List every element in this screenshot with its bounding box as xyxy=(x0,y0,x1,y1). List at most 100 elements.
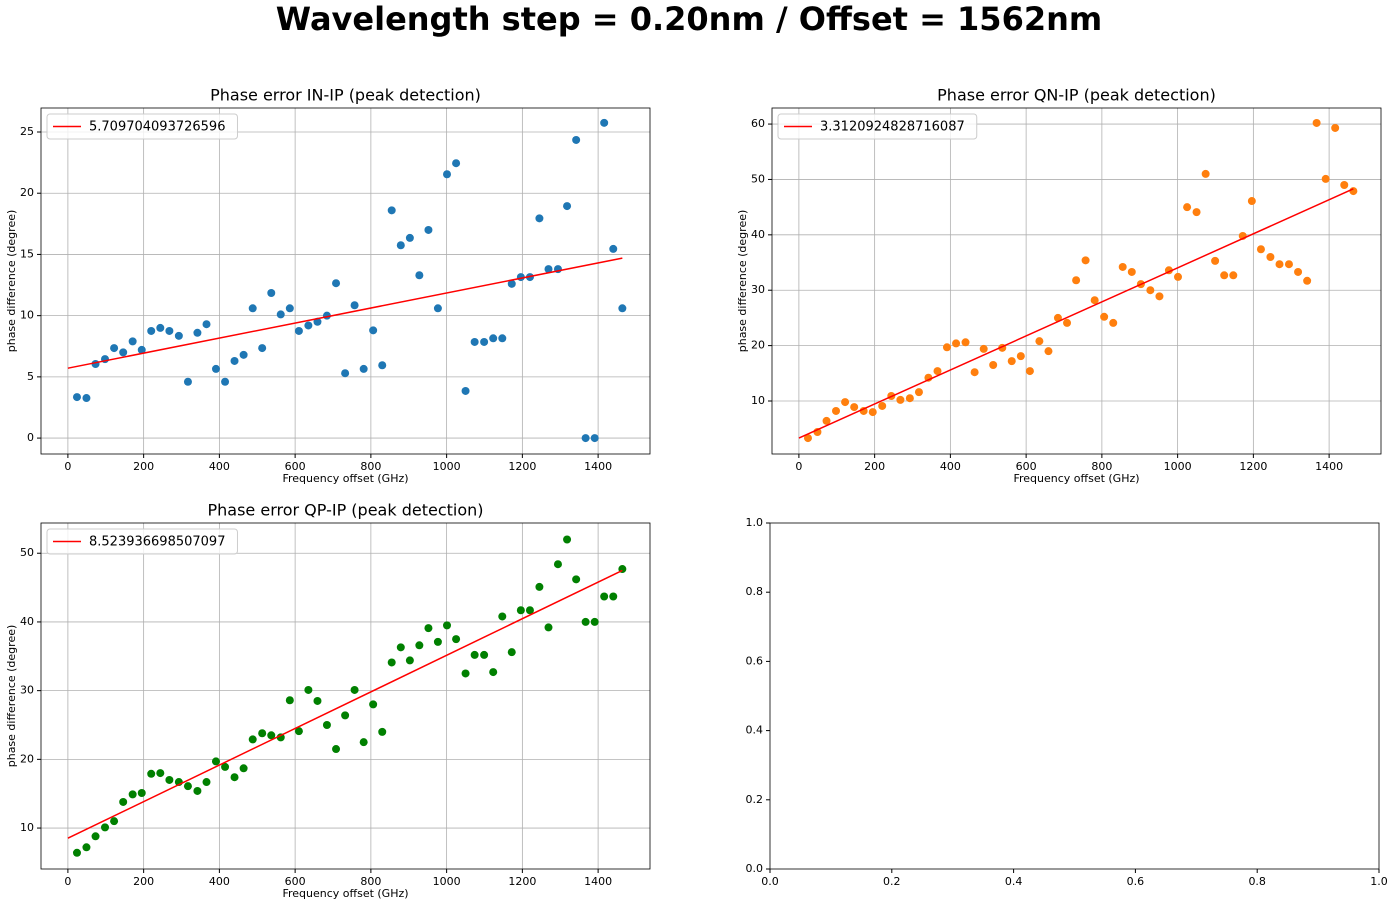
point xyxy=(544,265,553,274)
point xyxy=(174,331,183,340)
point xyxy=(378,361,387,370)
point xyxy=(470,337,479,346)
point xyxy=(1294,267,1303,276)
point xyxy=(369,700,378,709)
point xyxy=(405,656,414,665)
point xyxy=(952,339,961,348)
point xyxy=(183,782,192,791)
point xyxy=(424,225,433,234)
point xyxy=(1100,312,1109,321)
point xyxy=(1312,118,1321,127)
x-tick-label: 1200 xyxy=(508,875,536,888)
x-tick-label: 0.0 xyxy=(761,875,779,888)
y-tick-label: 0.4 xyxy=(746,724,764,737)
point xyxy=(600,118,609,127)
point xyxy=(387,206,396,215)
point xyxy=(461,386,470,395)
point xyxy=(165,326,174,335)
point xyxy=(590,434,599,443)
x-tick-label: 0.6 xyxy=(1127,875,1145,888)
point xyxy=(101,823,110,832)
x-tick-label: 200 xyxy=(133,460,154,473)
x-tick-label: 1200 xyxy=(1239,460,1267,473)
point xyxy=(341,369,350,378)
point xyxy=(110,817,119,826)
point xyxy=(1044,347,1053,356)
point xyxy=(128,790,137,799)
point xyxy=(313,696,322,705)
point xyxy=(516,606,525,615)
x-axis-label: Frequency offset (GHz) xyxy=(1013,472,1139,485)
legend-label: 5.709704093726596 xyxy=(89,120,225,135)
point xyxy=(1275,260,1284,269)
point xyxy=(359,364,368,373)
x-tick-label: 0 xyxy=(64,460,71,473)
point xyxy=(498,612,507,621)
point xyxy=(452,635,461,644)
x-tick-label: 0.8 xyxy=(1248,875,1266,888)
y-tick-label: 60 xyxy=(751,117,765,130)
point xyxy=(285,696,294,705)
point xyxy=(905,394,914,403)
x-tick-label: 200 xyxy=(864,460,885,473)
point xyxy=(850,403,859,412)
y-tick-label: 20 xyxy=(751,339,765,352)
point xyxy=(341,711,350,720)
legend-label: 3.3120924828716087 xyxy=(820,120,965,135)
point xyxy=(156,323,165,332)
point xyxy=(1118,262,1127,271)
point xyxy=(1025,367,1034,376)
x-tick-label: 400 xyxy=(209,460,230,473)
point xyxy=(609,592,618,601)
point xyxy=(1211,256,1220,265)
point xyxy=(239,764,248,773)
point xyxy=(525,606,534,615)
point xyxy=(470,650,479,659)
y-tick-label: 30 xyxy=(751,283,765,296)
point xyxy=(581,434,590,443)
point xyxy=(914,388,923,397)
point xyxy=(424,624,433,633)
fit-line xyxy=(67,569,623,839)
point xyxy=(1155,292,1164,301)
x-tick-label: 200 xyxy=(133,875,154,888)
point xyxy=(91,360,100,369)
point xyxy=(147,326,156,335)
point xyxy=(276,733,285,742)
point xyxy=(82,394,91,403)
point xyxy=(147,769,156,778)
point xyxy=(165,775,174,784)
point xyxy=(322,720,331,729)
x-tick-label: 800 xyxy=(360,875,381,888)
point xyxy=(1035,337,1044,346)
point xyxy=(369,326,378,335)
point xyxy=(544,623,553,632)
y-tick-label: 10 xyxy=(20,821,34,834)
point xyxy=(193,786,202,795)
point xyxy=(332,745,341,754)
point xyxy=(489,334,498,343)
x-tick-label: 1400 xyxy=(1315,460,1343,473)
point xyxy=(989,360,998,369)
point xyxy=(970,368,979,377)
point xyxy=(498,334,507,343)
point xyxy=(600,592,609,601)
x-tick-label: 0 xyxy=(795,460,802,473)
point xyxy=(359,738,368,747)
point xyxy=(461,669,470,678)
point xyxy=(535,214,544,223)
legend-box xyxy=(46,528,238,555)
figure-title: Wavelength step = 0.20nm / Offset = 1562… xyxy=(276,0,1102,38)
point xyxy=(452,159,461,168)
x-tick-label: 800 xyxy=(1091,460,1112,473)
point xyxy=(859,406,868,415)
point xyxy=(1192,208,1201,217)
point xyxy=(1284,260,1293,269)
point xyxy=(396,643,405,652)
point xyxy=(961,338,970,347)
y-tick-label: 0.6 xyxy=(746,654,764,667)
y-tick-label: 50 xyxy=(20,546,34,559)
point xyxy=(1090,296,1099,305)
x-tick-label: 0.4 xyxy=(1005,875,1023,888)
point xyxy=(563,535,572,544)
